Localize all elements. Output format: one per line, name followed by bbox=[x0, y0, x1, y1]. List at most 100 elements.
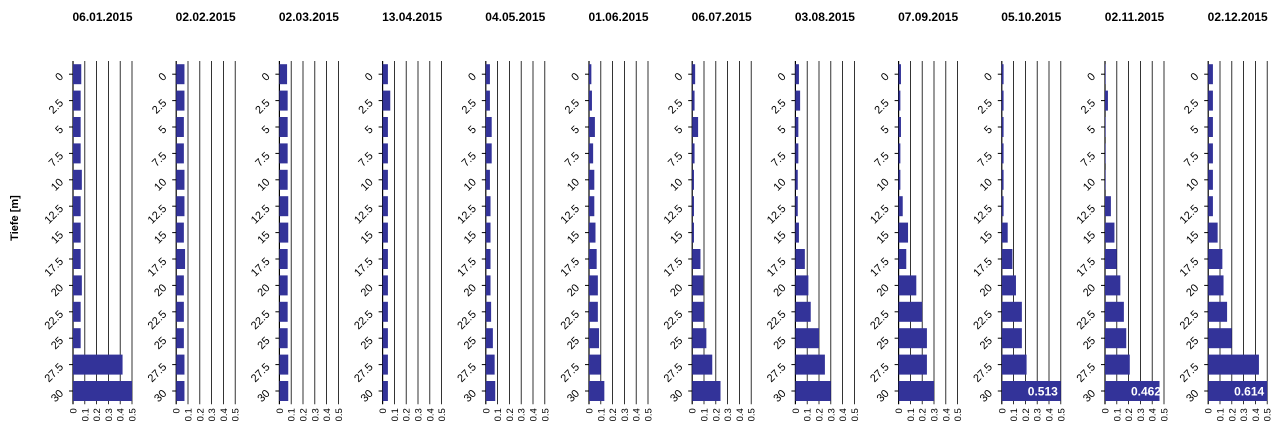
bar bbox=[589, 222, 596, 243]
y-tick-label: 2.5 bbox=[253, 97, 272, 116]
y-tick-label: 15 bbox=[1081, 229, 1098, 246]
y-tick-label: 17.5 bbox=[146, 256, 170, 280]
x-tick-label: 0.4 bbox=[1251, 408, 1262, 421]
x-tick-label: 0.1 bbox=[596, 408, 607, 421]
x-tick-label: 0.4 bbox=[941, 408, 952, 421]
bar bbox=[73, 169, 82, 190]
y-tick-label: 2.5 bbox=[356, 97, 375, 116]
y-tick-label: 2.5 bbox=[666, 97, 685, 116]
bar bbox=[1001, 381, 1061, 401]
y-tick-label: 27.5 bbox=[1178, 361, 1202, 385]
x-tick-label: 0.2 bbox=[918, 408, 929, 421]
bar bbox=[692, 354, 713, 375]
bar bbox=[795, 143, 799, 164]
x-tick-label: 0.3 bbox=[517, 408, 528, 421]
y-tick-label: 25 bbox=[359, 335, 376, 352]
bar bbox=[692, 301, 704, 322]
x-tick-label: 0.2 bbox=[299, 408, 310, 421]
bar bbox=[176, 381, 185, 401]
bar bbox=[898, 64, 901, 85]
y-tick-label: 12.5 bbox=[455, 203, 479, 227]
y-tick-label: 2.5 bbox=[563, 97, 582, 116]
bar bbox=[73, 117, 81, 137]
bar bbox=[692, 196, 694, 217]
bar bbox=[485, 301, 492, 322]
y-tick-label: 7.5 bbox=[1182, 150, 1201, 169]
bar bbox=[176, 328, 184, 349]
bar bbox=[279, 64, 288, 85]
y-tick-label: 27.5 bbox=[558, 361, 582, 385]
y-tick-label: 5 bbox=[673, 124, 686, 137]
y-tick-label: 7.5 bbox=[460, 150, 479, 169]
y-tick-label: 15 bbox=[1184, 229, 1201, 246]
x-tick-label: 0.1 bbox=[493, 408, 504, 421]
y-tick-label: 12.5 bbox=[1074, 203, 1098, 227]
x-tick-label: 0.2 bbox=[505, 408, 516, 421]
bar bbox=[692, 90, 695, 111]
bar bbox=[795, 90, 801, 111]
y-tick-label: 25 bbox=[978, 335, 995, 352]
x-tick-label: 0.3 bbox=[1033, 408, 1044, 421]
x-tick-label: 0.2 bbox=[711, 408, 722, 421]
x-tick-label: 0.2 bbox=[195, 408, 206, 421]
bar bbox=[382, 354, 388, 375]
x-tick-label: 0.5 bbox=[334, 408, 345, 421]
bar bbox=[279, 328, 288, 349]
x-tick-label: 0.4 bbox=[322, 408, 333, 421]
bar bbox=[73, 301, 81, 322]
y-tick-label: 10 bbox=[462, 176, 479, 193]
bar bbox=[1105, 381, 1160, 401]
bar bbox=[898, 275, 917, 296]
bar bbox=[898, 90, 901, 111]
y-tick-label: 12.5 bbox=[662, 203, 686, 227]
y-tick-label: 2.5 bbox=[976, 97, 995, 116]
y-tick-label: 7.5 bbox=[666, 150, 685, 169]
x-tick-label: 0.3 bbox=[414, 408, 425, 421]
y-tick-label: 0 bbox=[260, 71, 273, 84]
y-tick-label: 17.5 bbox=[765, 256, 789, 280]
bar bbox=[692, 64, 696, 85]
bar bbox=[1208, 64, 1213, 85]
bar bbox=[589, 381, 605, 401]
x-tick-label: 0.1 bbox=[1112, 408, 1123, 421]
bar bbox=[485, 275, 491, 296]
y-tick-label: 2.5 bbox=[460, 97, 479, 116]
panel-title: 01.06.2015 bbox=[588, 10, 648, 24]
bar bbox=[1105, 275, 1121, 296]
y-tick-label: 20 bbox=[875, 282, 892, 299]
y-tick-label: 0 bbox=[1189, 71, 1202, 84]
y-tick-label: 10 bbox=[875, 176, 892, 193]
x-tick-label: 0.5 bbox=[1263, 408, 1274, 421]
y-tick-label: 5 bbox=[53, 124, 66, 137]
panel-2: 02.03.2015 0 2.5 5 7.5 10 12.5 15 17.5 20 22.5 25 27… bbox=[249, 10, 345, 421]
y-tick-label: 27.5 bbox=[42, 361, 66, 385]
bar bbox=[382, 117, 388, 137]
bar bbox=[692, 249, 701, 269]
bar bbox=[589, 275, 598, 296]
y-tick-label: 12.5 bbox=[558, 203, 582, 227]
y-tick-label: 0 bbox=[569, 71, 582, 84]
bar bbox=[692, 222, 694, 243]
panel-3: 13.04.2015 0 2.5 5 7.5 10 12.5 15 17.5 20 22.5 25 27… bbox=[352, 10, 448, 421]
y-tick-label: 5 bbox=[260, 124, 273, 137]
bar bbox=[898, 354, 927, 375]
data-label: 0.462 bbox=[1131, 385, 1161, 399]
y-tick-label: 17.5 bbox=[249, 256, 273, 280]
bar bbox=[382, 328, 388, 349]
y-tick-label: 7.5 bbox=[872, 150, 891, 169]
bar bbox=[1208, 143, 1213, 164]
bar bbox=[795, 381, 831, 401]
bar bbox=[1001, 143, 1004, 164]
bar bbox=[692, 275, 704, 296]
panel-title: 02.11.2015 bbox=[1105, 10, 1165, 24]
panel-title: 02.12.2015 bbox=[1208, 10, 1268, 24]
bar bbox=[1208, 275, 1224, 296]
y-tick-label: 7.5 bbox=[563, 150, 582, 169]
y-tick-label: 22.5 bbox=[971, 308, 995, 332]
bar bbox=[589, 354, 601, 375]
bar bbox=[898, 222, 909, 243]
bar bbox=[1105, 196, 1111, 217]
bar bbox=[589, 169, 595, 190]
y-tick-label: 15 bbox=[49, 229, 66, 246]
